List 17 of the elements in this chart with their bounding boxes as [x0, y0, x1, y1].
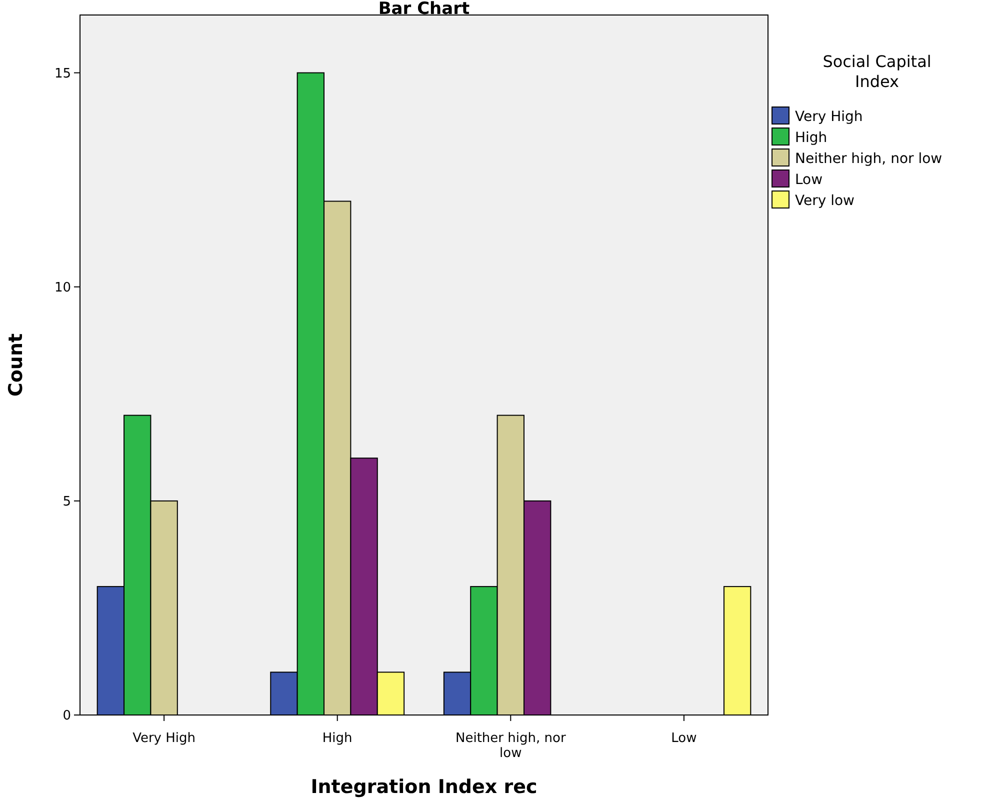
legend-label: High: [795, 130, 828, 146]
legend-label: Neither high, nor low: [795, 150, 942, 167]
x-tick-label: Very High: [132, 731, 196, 746]
x-tick-label: High: [322, 731, 352, 746]
legend-title: Social Capital Index: [822, 52, 932, 91]
y-axis-title: Count: [5, 333, 27, 397]
legend-label: Very low: [795, 192, 854, 209]
y-tick-label: 15: [54, 66, 71, 82]
y-tick-label: 10: [54, 280, 71, 296]
y-tick-label: 0: [62, 708, 71, 724]
chart-title: Bar Chart: [378, 0, 470, 19]
x-tick-label: Low: [671, 731, 698, 746]
legend-label: Low: [795, 172, 823, 188]
y-tick-label: 5: [62, 494, 71, 510]
x-tick-label: Neither high, nor low: [456, 731, 566, 761]
x-axis-title: Integration Index rec: [310, 776, 538, 798]
legend-label: Very High: [795, 108, 863, 125]
